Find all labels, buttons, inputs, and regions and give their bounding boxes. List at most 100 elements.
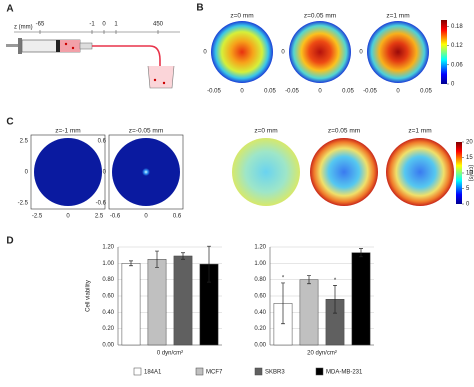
hot-spot <box>142 168 150 176</box>
x-category-label: 20 dyn/cm² <box>307 351 337 357</box>
y-tick-label: 0.60 <box>254 294 266 300</box>
y-tick-label: 0.80 <box>254 277 266 283</box>
x-category-label: 0 dyn/cm² <box>157 351 183 357</box>
colorbar <box>441 20 447 84</box>
legend-swatch <box>315 367 324 376</box>
plot-title: z=1 mm <box>408 128 431 135</box>
legend-label: MDA-MB-231 <box>326 370 363 376</box>
plot-title: z=1 mm <box>386 13 409 20</box>
panel-label: C <box>6 117 13 128</box>
position-label: -65 <box>36 22 45 28</box>
x-tick-label: 0 <box>318 89 322 95</box>
y-tick-label: 0.40 <box>254 310 266 316</box>
position-label: 450 <box>153 22 164 28</box>
x-tick-label: -0.6 <box>110 214 121 220</box>
y-tick-label: 0 <box>359 50 363 56</box>
x-tick-label: -0.05 <box>285 89 299 95</box>
y-tick-label: 0.20 <box>102 326 114 332</box>
x-tick-label: 2.5 <box>95 214 104 220</box>
x-tick-label: 0 <box>66 214 70 220</box>
colorbar-label: 0.12 <box>451 43 463 49</box>
plot-title: z=0 mm <box>254 128 277 135</box>
error-bar <box>129 260 133 267</box>
y-tick-label: 0 <box>281 50 285 56</box>
y-tick-label: 0.80 <box>102 277 114 283</box>
significance-mark: * <box>282 276 285 282</box>
x-tick-label: -0.05 <box>207 89 221 95</box>
plot-title: z=0.05 mm <box>304 13 336 20</box>
plot-frame <box>108 134 184 210</box>
bar <box>147 259 167 346</box>
colorbar-label: 5 <box>466 186 470 192</box>
colorbar-label: 10 <box>466 171 473 177</box>
colorbar-label: 0.18 <box>451 24 463 30</box>
bar <box>299 279 319 346</box>
y-tick-label: -2.5 <box>18 201 29 207</box>
x-tick-label: -2.5 <box>32 214 43 220</box>
bar <box>351 252 371 346</box>
heatmap <box>232 138 300 206</box>
panel-label: A <box>6 4 13 15</box>
y-tick-label: 0.20 <box>254 326 266 332</box>
error-bar <box>207 245 211 283</box>
bar <box>121 263 141 346</box>
y-tick-label: 0 <box>103 170 107 176</box>
panel-label: B <box>196 3 203 14</box>
legend-label: MCF7 <box>206 370 223 376</box>
y-tick-label: 1.00 <box>102 261 114 267</box>
y-tick-label: 0.00 <box>102 343 114 349</box>
heatmap <box>211 21 273 83</box>
legend-label: 184A1 <box>144 370 162 376</box>
y-tick-label: 0.6 <box>98 139 107 145</box>
y-axis-label: Cell viability <box>86 280 92 312</box>
bar <box>173 255 193 346</box>
plot-title: z=0.05 mm <box>328 128 360 135</box>
plot-title: z=0 mm <box>230 13 253 20</box>
x-tick-label: 0.05 <box>264 89 276 95</box>
heatmap <box>34 138 102 206</box>
error-bar <box>307 275 311 285</box>
y-tick-label: 0 <box>25 170 29 176</box>
x-tick-label: 0.6 <box>173 214 182 220</box>
axis-label: z (mm) <box>14 25 33 31</box>
y-tick-label: 1.20 <box>102 245 114 251</box>
x-tick-label: 0.05 <box>420 89 432 95</box>
y-tick-label: 0 <box>203 50 207 56</box>
error-bar <box>181 252 185 260</box>
plot-frame <box>30 134 106 210</box>
colorbar <box>456 142 462 204</box>
x-tick-label: 0 <box>144 214 148 220</box>
plot-title: z=-0.05 mm <box>129 128 164 135</box>
colorbar-label: 0.06 <box>451 62 463 68</box>
y-tick-label: 2.5 <box>20 139 29 145</box>
syringe-diagram <box>6 31 180 89</box>
panel-label: D <box>6 236 13 247</box>
colorbar-label: 20 <box>466 140 473 146</box>
error-bar <box>281 282 285 325</box>
colorbar-label: 0 <box>466 202 470 208</box>
colorbar-title: (cm/s) <box>467 165 473 182</box>
heatmap <box>367 21 429 83</box>
legend-label: SKBR3 <box>265 370 285 376</box>
y-tick-label: -0.6 <box>96 201 107 207</box>
position-label: -1 <box>89 22 95 28</box>
heatmap <box>310 138 378 206</box>
x-tick-label: -0.05 <box>363 89 377 95</box>
x-tick-label: 0 <box>396 89 400 95</box>
y-tick-label: 0.60 <box>102 294 114 300</box>
y-tick-label: 0.00 <box>254 343 266 349</box>
x-tick-label: 0.05 <box>342 89 354 95</box>
error-bar <box>333 285 337 314</box>
heatmap <box>386 138 454 206</box>
y-tick-label: 0.40 <box>102 310 114 316</box>
legend-swatch <box>195 367 204 376</box>
legend-swatch <box>254 367 263 376</box>
x-tick-label: 0 <box>240 89 244 95</box>
significance-mark: * <box>334 278 337 284</box>
legend-swatch <box>133 367 142 376</box>
colorbar-label: 15 <box>466 155 473 161</box>
plot-title: z=-1 mm <box>55 128 80 135</box>
position-label: 0 <box>102 22 106 28</box>
y-tick-label: 1.00 <box>254 261 266 267</box>
